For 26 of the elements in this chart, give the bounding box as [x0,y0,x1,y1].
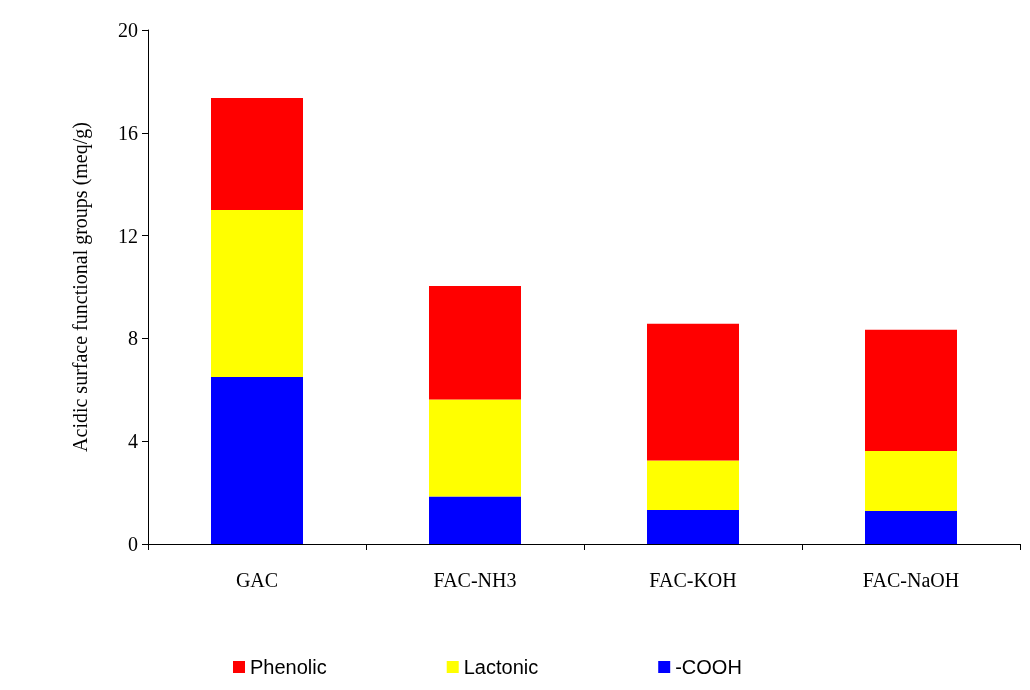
bar [647,510,739,544]
y-axis-title: Acidic surface functional groups (meq/g) [69,122,92,452]
x-tick-label: FAC-NH3 [433,569,517,591]
bar [865,450,957,512]
bar [429,399,521,497]
x-tick-label: FAC-NaOH [862,569,960,591]
y-tick-label: 0 [128,533,138,555]
bar [429,496,521,544]
x-tick-label: FAC-KOH [649,569,737,591]
y-tick-label: 8 [128,327,138,350]
bar [211,98,303,210]
bar [647,323,739,461]
legend-label: -COOH [675,656,742,678]
bar [865,511,957,544]
bar [429,285,521,400]
bar [211,209,303,377]
y-tick-label: 20 [118,19,138,41]
bar [865,329,957,451]
y-tick-label: 4 [128,430,138,453]
legend-label: Lactonic [463,656,539,678]
bar [647,460,739,511]
x-tick-label: GAC [235,569,279,591]
bar [211,376,303,544]
y-tick-label: 16 [118,121,138,144]
y-tick-label: 12 [118,224,138,247]
legend-label: Phenolic [250,656,327,678]
